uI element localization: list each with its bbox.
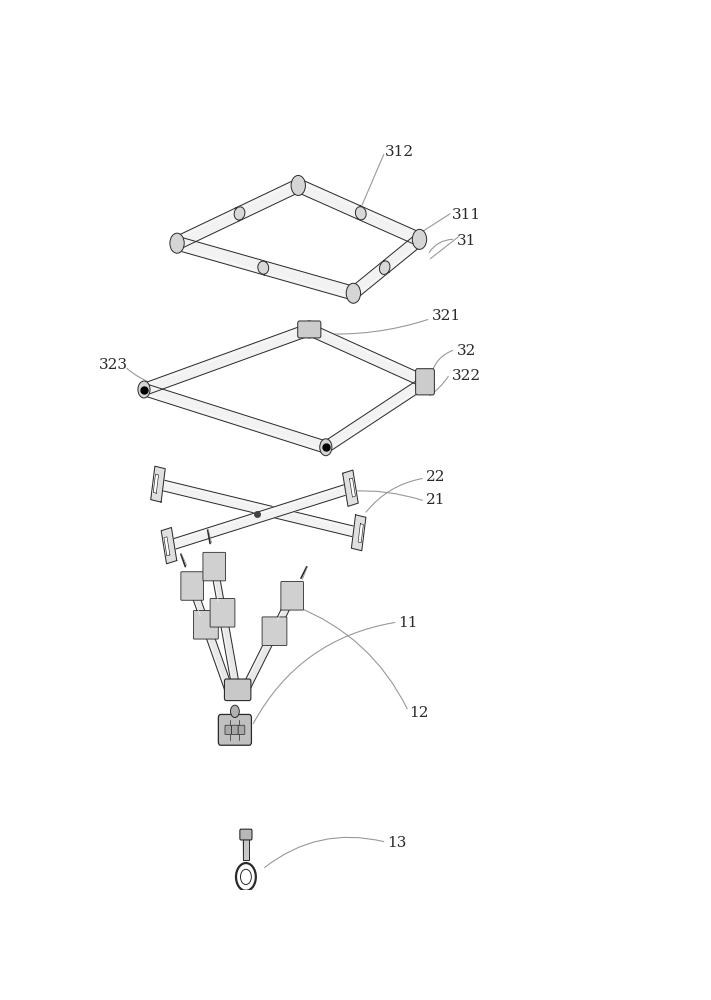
Circle shape — [419, 373, 431, 390]
Polygon shape — [350, 478, 356, 497]
Circle shape — [412, 229, 427, 249]
Polygon shape — [264, 261, 354, 300]
Text: 321: 321 — [432, 309, 461, 323]
Circle shape — [170, 233, 184, 253]
Polygon shape — [161, 528, 177, 564]
Circle shape — [230, 705, 240, 718]
Circle shape — [346, 283, 360, 303]
FancyArrowPatch shape — [253, 622, 395, 724]
Polygon shape — [209, 554, 224, 602]
FancyArrowPatch shape — [430, 376, 448, 396]
Text: 31: 31 — [457, 234, 476, 248]
FancyArrowPatch shape — [295, 606, 407, 709]
Polygon shape — [296, 179, 360, 219]
Text: 12: 12 — [410, 706, 429, 720]
FancyArrowPatch shape — [282, 491, 422, 509]
Polygon shape — [358, 524, 363, 543]
Polygon shape — [277, 585, 299, 625]
Polygon shape — [351, 515, 366, 551]
FancyArrowPatch shape — [429, 239, 452, 252]
Text: 22: 22 — [426, 470, 446, 484]
Polygon shape — [219, 611, 242, 699]
Polygon shape — [308, 324, 427, 388]
Ellipse shape — [258, 261, 269, 274]
Polygon shape — [243, 838, 249, 860]
Polygon shape — [151, 466, 165, 502]
Text: 312: 312 — [385, 145, 415, 159]
FancyBboxPatch shape — [298, 321, 321, 338]
FancyBboxPatch shape — [210, 599, 235, 627]
Circle shape — [291, 175, 306, 195]
Polygon shape — [351, 260, 389, 299]
Polygon shape — [203, 622, 235, 698]
FancyArrowPatch shape — [366, 479, 422, 512]
Polygon shape — [384, 233, 422, 272]
Polygon shape — [186, 575, 205, 617]
FancyArrowPatch shape — [318, 320, 428, 334]
Circle shape — [138, 381, 150, 398]
Ellipse shape — [380, 261, 390, 274]
Text: 21: 21 — [426, 493, 446, 507]
FancyBboxPatch shape — [225, 679, 251, 701]
Polygon shape — [154, 478, 363, 539]
FancyBboxPatch shape — [238, 725, 245, 734]
Polygon shape — [358, 206, 421, 246]
Ellipse shape — [356, 207, 366, 220]
Text: 13: 13 — [387, 836, 407, 850]
Ellipse shape — [234, 207, 245, 220]
Polygon shape — [239, 628, 278, 699]
FancyBboxPatch shape — [416, 369, 434, 395]
FancyArrowPatch shape — [431, 350, 453, 375]
Polygon shape — [153, 474, 159, 493]
Circle shape — [303, 321, 316, 338]
FancyBboxPatch shape — [240, 829, 252, 840]
FancyBboxPatch shape — [193, 611, 218, 639]
Text: 322: 322 — [451, 369, 481, 383]
FancyArrowPatch shape — [127, 368, 149, 382]
Circle shape — [320, 439, 332, 456]
FancyBboxPatch shape — [232, 725, 238, 734]
FancyBboxPatch shape — [181, 572, 203, 600]
Polygon shape — [165, 482, 354, 552]
Circle shape — [236, 863, 256, 891]
FancyBboxPatch shape — [225, 725, 232, 734]
Polygon shape — [324, 376, 427, 453]
FancyBboxPatch shape — [281, 582, 304, 610]
Text: 11: 11 — [399, 616, 418, 630]
Polygon shape — [176, 208, 240, 250]
Polygon shape — [164, 537, 170, 556]
Polygon shape — [143, 323, 311, 395]
FancyBboxPatch shape — [218, 714, 252, 745]
FancyArrowPatch shape — [264, 837, 384, 867]
Circle shape — [240, 869, 252, 885]
Polygon shape — [143, 383, 327, 453]
Polygon shape — [343, 470, 358, 506]
Text: 311: 311 — [451, 208, 481, 222]
Text: 32: 32 — [457, 344, 476, 358]
Polygon shape — [236, 179, 300, 221]
Text: 323: 323 — [99, 358, 128, 372]
FancyBboxPatch shape — [203, 552, 225, 581]
Polygon shape — [176, 236, 266, 275]
FancyBboxPatch shape — [262, 617, 287, 645]
